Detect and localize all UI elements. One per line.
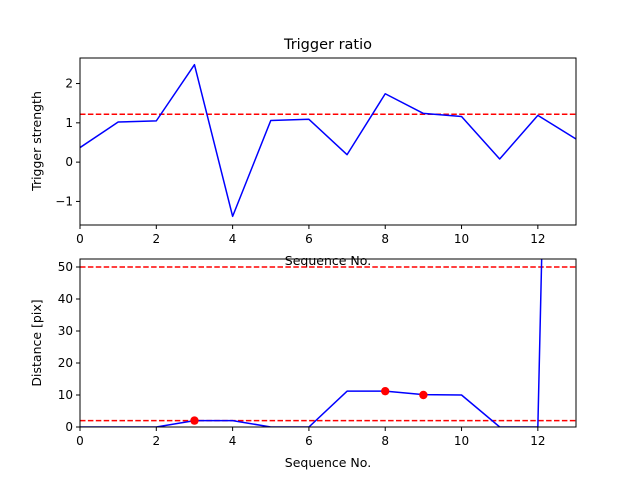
bottom-x-tick-label-2: 4 bbox=[229, 434, 237, 448]
bottom-x-tick-label-4: 8 bbox=[381, 434, 389, 448]
top-y-tick-label-0: −1 bbox=[55, 194, 73, 208]
bottom-marker-1 bbox=[381, 386, 390, 396]
bottom-x-axis-label: Sequence No. bbox=[285, 455, 371, 470]
top-series-line-0 bbox=[80, 63, 576, 218]
top-x-tick-label-3: 6 bbox=[305, 232, 313, 246]
top-x-axis-label: Sequence No. bbox=[285, 253, 371, 268]
top-x-tick-label-1: 2 bbox=[152, 232, 160, 246]
top-y-tick-label-1: 0 bbox=[65, 155, 73, 169]
top-axes-frame bbox=[79, 57, 577, 226]
bottom-x-tick-label-6: 12 bbox=[530, 434, 545, 448]
top-x-tick-label-0: 0 bbox=[76, 232, 84, 246]
bottom-marker-0 bbox=[190, 416, 199, 425]
bottom-plot-area bbox=[80, 259, 576, 427]
bottom-axes-frame bbox=[79, 258, 577, 428]
bottom-x-tick-label-3: 6 bbox=[305, 434, 313, 448]
bottom-y-axis-label: Distance [pix] bbox=[29, 299, 44, 386]
bottom-y-tick-label-4: 40 bbox=[58, 292, 73, 306]
bottom-marker-2 bbox=[419, 390, 428, 400]
bottom-y-tick-label-3: 30 bbox=[58, 324, 73, 338]
bottom-x-tick-label-1: 2 bbox=[152, 434, 160, 448]
bottom-y-tick-label-5: 50 bbox=[58, 260, 73, 274]
bottom-x-tick-label-5: 10 bbox=[454, 434, 469, 448]
bottom-y-tick-label-0: 0 bbox=[65, 420, 73, 434]
bottom-subplot: Distance [pix] Sequence No. 0 2 4 6 8 10 12 0 10… bbox=[29, 258, 577, 470]
bottom-y-tick-label-2: 20 bbox=[58, 356, 73, 370]
top-y-tick-label-3: 2 bbox=[65, 77, 73, 91]
bottom-x-tick-label-0: 0 bbox=[76, 434, 84, 448]
top-subplot: Trigger ratio Trigger strength Sequence … bbox=[29, 37, 577, 268]
top-y-tick-label-2: 1 bbox=[65, 116, 73, 130]
top-x-tick-label-5: 10 bbox=[454, 232, 469, 246]
top-x-tick-label-2: 4 bbox=[229, 232, 237, 246]
top-chart-title: Trigger ratio bbox=[283, 37, 372, 53]
bottom-series-line-0 bbox=[80, 259, 543, 427]
top-y-axis-label: Trigger strength bbox=[29, 91, 44, 192]
top-plot-area bbox=[80, 63, 576, 218]
top-x-tick-label-6: 12 bbox=[530, 232, 545, 246]
bottom-y-tick-label-1: 10 bbox=[58, 388, 73, 402]
top-x-tick-label-4: 8 bbox=[381, 232, 389, 246]
